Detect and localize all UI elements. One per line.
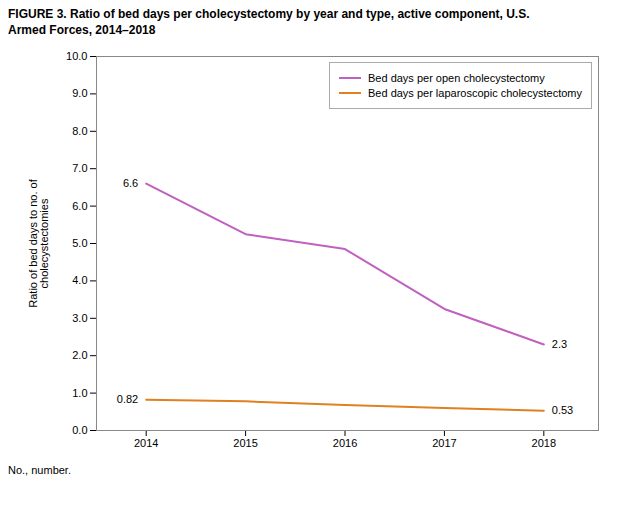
- svg-text:2015: 2015: [233, 438, 257, 450]
- svg-text:8.0: 8.0: [72, 125, 87, 137]
- html-text:Bed days per open cholecystect: Bed days per open cholecystectomy: [368, 72, 545, 85]
- svg-text:1.0: 1.0: [72, 387, 87, 399]
- html-text:FIGURE 3. Ratio of bed days pe: FIGURE 3. Ratio of bed days per cholecys…: [8, 7, 530, 38]
- svg-text:0.82: 0.82: [117, 394, 138, 406]
- svg-text:0.0: 0.0: [72, 424, 87, 436]
- svg-text:Ratio of bed days to no. ofcho: Ratio of bed days to no. ofcholecystecto…: [27, 179, 50, 308]
- svg-text:7.0: 7.0: [72, 163, 87, 175]
- svg-text:2014: 2014: [134, 438, 158, 450]
- html-text:No., number.: No., number.: [8, 464, 71, 477]
- svg-text:6.6: 6.6: [123, 178, 138, 190]
- svg-text:10.0: 10.0: [66, 50, 87, 62]
- svg-text:2018: 2018: [532, 438, 556, 450]
- svg-text:2016: 2016: [333, 438, 357, 450]
- html-text:Bed days per laparoscopic chol: Bed days per laparoscopic cholecystectom…: [368, 87, 582, 100]
- svg-text:0.53: 0.53: [552, 405, 573, 417]
- svg-text:2.0: 2.0: [72, 350, 87, 362]
- svg-text:9.0: 9.0: [72, 88, 87, 100]
- svg-text:2.3: 2.3: [552, 338, 567, 350]
- svg-text:4.0: 4.0: [72, 275, 87, 287]
- svg-text:3.0: 3.0: [72, 312, 87, 324]
- svg-text:5.0: 5.0: [72, 237, 87, 249]
- svg-text:6.0: 6.0: [72, 200, 87, 212]
- svg-text:2017: 2017: [432, 438, 456, 450]
